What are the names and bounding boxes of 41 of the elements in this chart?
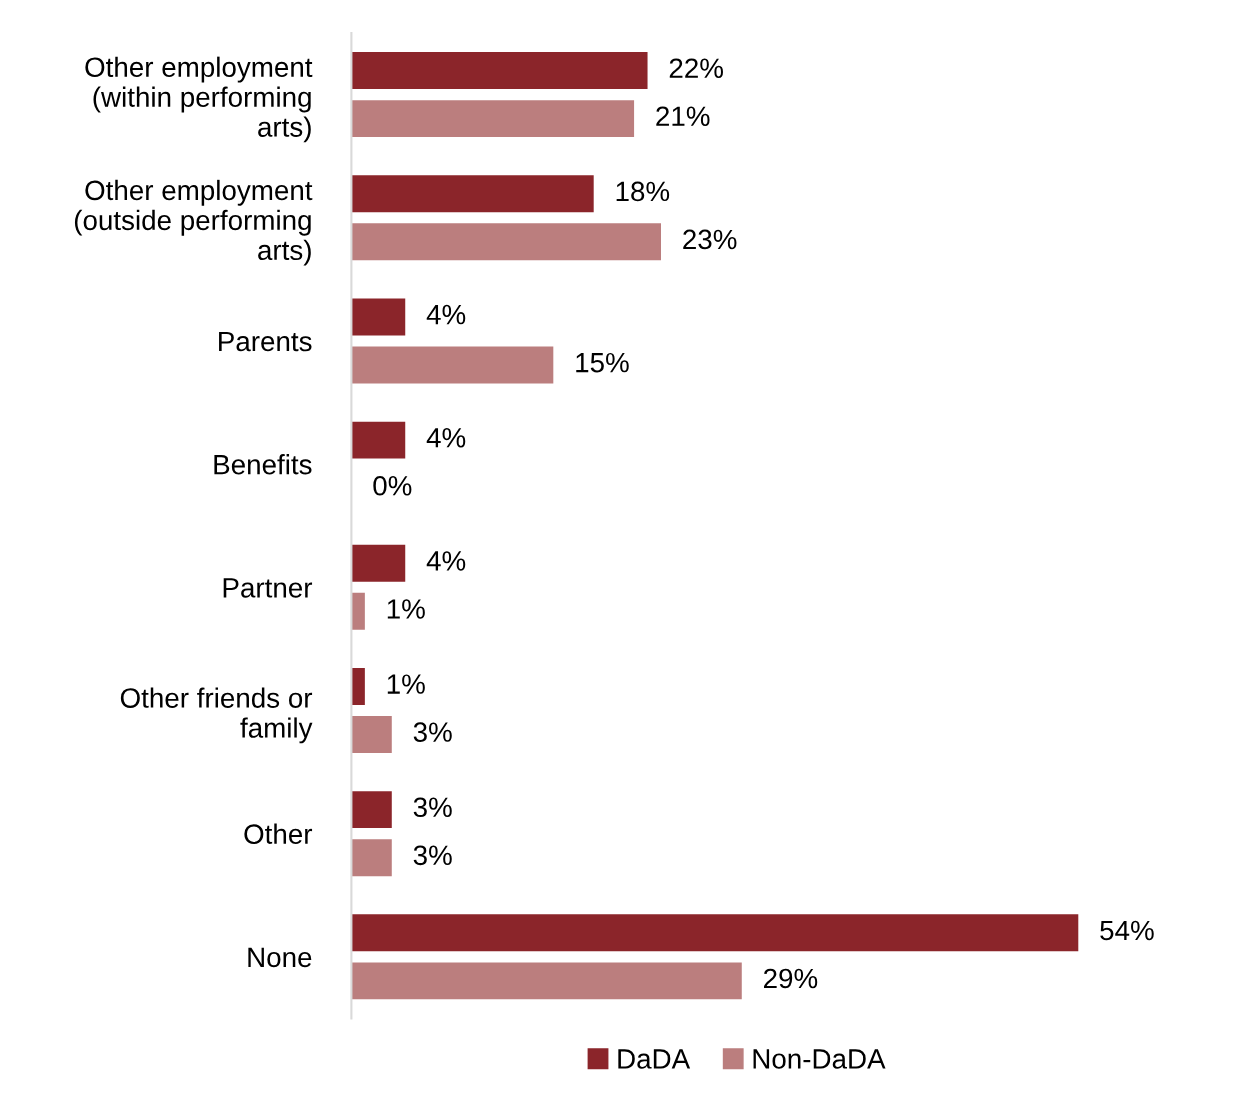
data-label: 4% [426, 304, 466, 325]
bar [351, 791, 392, 829]
legend-label: DaDA [618, 1049, 691, 1069]
data-label: 29% [764, 968, 818, 989]
y-tick-label: Parents [219, 331, 312, 352]
bar [351, 716, 392, 753]
data-label: 4% [426, 428, 466, 448]
bar [351, 421, 406, 459]
y-tick-label: Other employment (within performing arts) [85, 56, 313, 143]
bar [351, 100, 635, 138]
data-label: 3% [413, 797, 452, 818]
bar [351, 592, 365, 630]
bar [351, 346, 554, 384]
bar [351, 544, 406, 582]
data-label: 22% [669, 58, 723, 78]
bar [351, 223, 661, 261]
data-label: 4% [426, 551, 466, 571]
bar [351, 962, 742, 1000]
y-tick-label: Other friends or family [120, 687, 313, 744]
bar [351, 839, 392, 877]
bar [351, 52, 648, 90]
data-label: 3% [413, 722, 452, 742]
y-tick-label: Partner [223, 578, 313, 598]
data-label: 21% [656, 106, 710, 126]
y-tick-label: Benefits [214, 454, 312, 475]
legend-label: Non-DaDA [753, 1049, 886, 1069]
y-tick-label: None [248, 947, 312, 968]
bar [351, 914, 1079, 952]
data-label: 1% [387, 674, 425, 694]
y-tick-label: Other [244, 823, 313, 844]
data-label: 18% [616, 181, 670, 202]
data-label: 3% [413, 845, 452, 866]
data-label: 0% [373, 475, 412, 496]
bar [351, 298, 406, 336]
y-tick-label: Other employment (outside performing arts) [74, 179, 313, 266]
bar [351, 667, 365, 705]
data-label: 1% [387, 599, 425, 619]
bar [351, 175, 594, 213]
data-label: 23% [683, 229, 737, 250]
data-label: 54% [1100, 920, 1154, 941]
data-label: 15% [576, 352, 629, 373]
